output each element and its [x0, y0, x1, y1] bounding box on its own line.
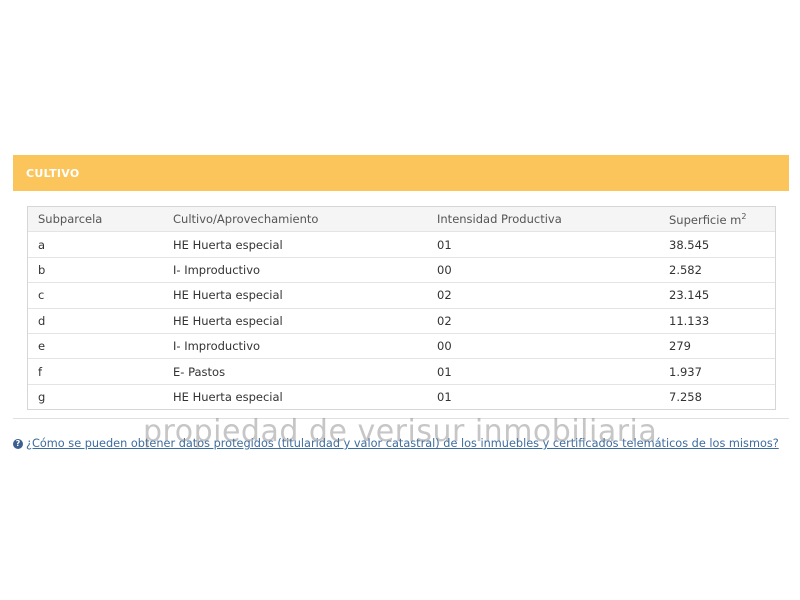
- table-row: f E- Pastos 01 1.937: [28, 358, 775, 385]
- table-row: e I- Improductivo 00 279: [28, 333, 775, 360]
- cell-cultivo: HE Huerta especial: [163, 231, 427, 258]
- cell-intensidad: 02: [427, 282, 659, 309]
- cell-subparcela: d: [28, 308, 163, 334]
- cell-superficie: 38.545: [659, 231, 775, 258]
- table-header-row: Subparcela Cultivo/Aprovechamiento Inten…: [28, 207, 775, 233]
- cell-intensidad: 01: [427, 231, 659, 258]
- header-cultivo: Cultivo/Aprovechamiento: [163, 207, 427, 233]
- protected-data-help-link[interactable]: ¿Cómo se pueden obtener datos protegidos…: [26, 437, 779, 450]
- table-row: d HE Huerta especial 02 11.133: [28, 308, 775, 334]
- header-intensidad: Intensidad Productiva: [427, 207, 659, 233]
- cell-superficie: 11.133: [659, 308, 775, 334]
- help-row: ? ¿Cómo se pueden obtener datos protegid…: [13, 437, 793, 450]
- table-row: b I- Improductivo 00 2.582: [28, 257, 775, 284]
- section-title: CULTIVO: [26, 166, 80, 180]
- cultivo-table: Subparcela Cultivo/Aprovechamiento Inten…: [28, 207, 775, 409]
- table-row: a HE Huerta especial 01 38.545: [28, 231, 775, 258]
- table-row: g HE Huerta especial 01 7.258: [28, 384, 775, 409]
- cell-superficie: 23.145: [659, 282, 775, 309]
- cell-intensidad: 01: [427, 358, 659, 385]
- cell-superficie: 1.937: [659, 358, 775, 385]
- header-subparcela: Subparcela: [28, 207, 163, 233]
- header-superficie-sup: 2: [741, 211, 747, 221]
- cell-intensidad: 00: [427, 257, 659, 284]
- cell-subparcela: c: [28, 282, 163, 309]
- cell-subparcela: b: [28, 257, 163, 284]
- cell-intensidad: 01: [437, 389, 452, 404]
- cell-cultivo: E- Pastos: [163, 358, 427, 385]
- cell-subparcela: a: [28, 231, 163, 258]
- cell-cultivo: I- Improductivo: [163, 333, 427, 360]
- table-row: c HE Huerta especial 02 23.145: [28, 282, 775, 309]
- cell-subparcela: g: [38, 389, 46, 404]
- cell-superficie: 7.258: [669, 389, 702, 404]
- header-superficie: Superficie m2: [659, 207, 775, 233]
- cell-intensidad: 02: [427, 308, 659, 334]
- section-header-cultivo: CULTIVO: [13, 155, 789, 191]
- help-circle-icon: ?: [13, 438, 23, 449]
- cell-intensidad: 00: [427, 333, 659, 360]
- cell-cultivo: HE Huerta especial: [163, 308, 427, 334]
- cell-superficie: 279: [659, 333, 775, 360]
- cell-superficie: 2.582: [659, 257, 775, 284]
- cell-cultivo: HE Huerta especial: [163, 282, 427, 309]
- cell-subparcela: e: [28, 333, 163, 360]
- cell-cultivo: HE Huerta especial: [173, 389, 283, 404]
- cell-cultivo: I- Improductivo: [163, 257, 427, 284]
- cultivo-table-container: Subparcela Cultivo/Aprovechamiento Inten…: [27, 206, 776, 411]
- cell-subparcela: f: [28, 358, 163, 385]
- divider: [13, 418, 789, 419]
- header-superficie-label: Superficie m: [669, 212, 742, 227]
